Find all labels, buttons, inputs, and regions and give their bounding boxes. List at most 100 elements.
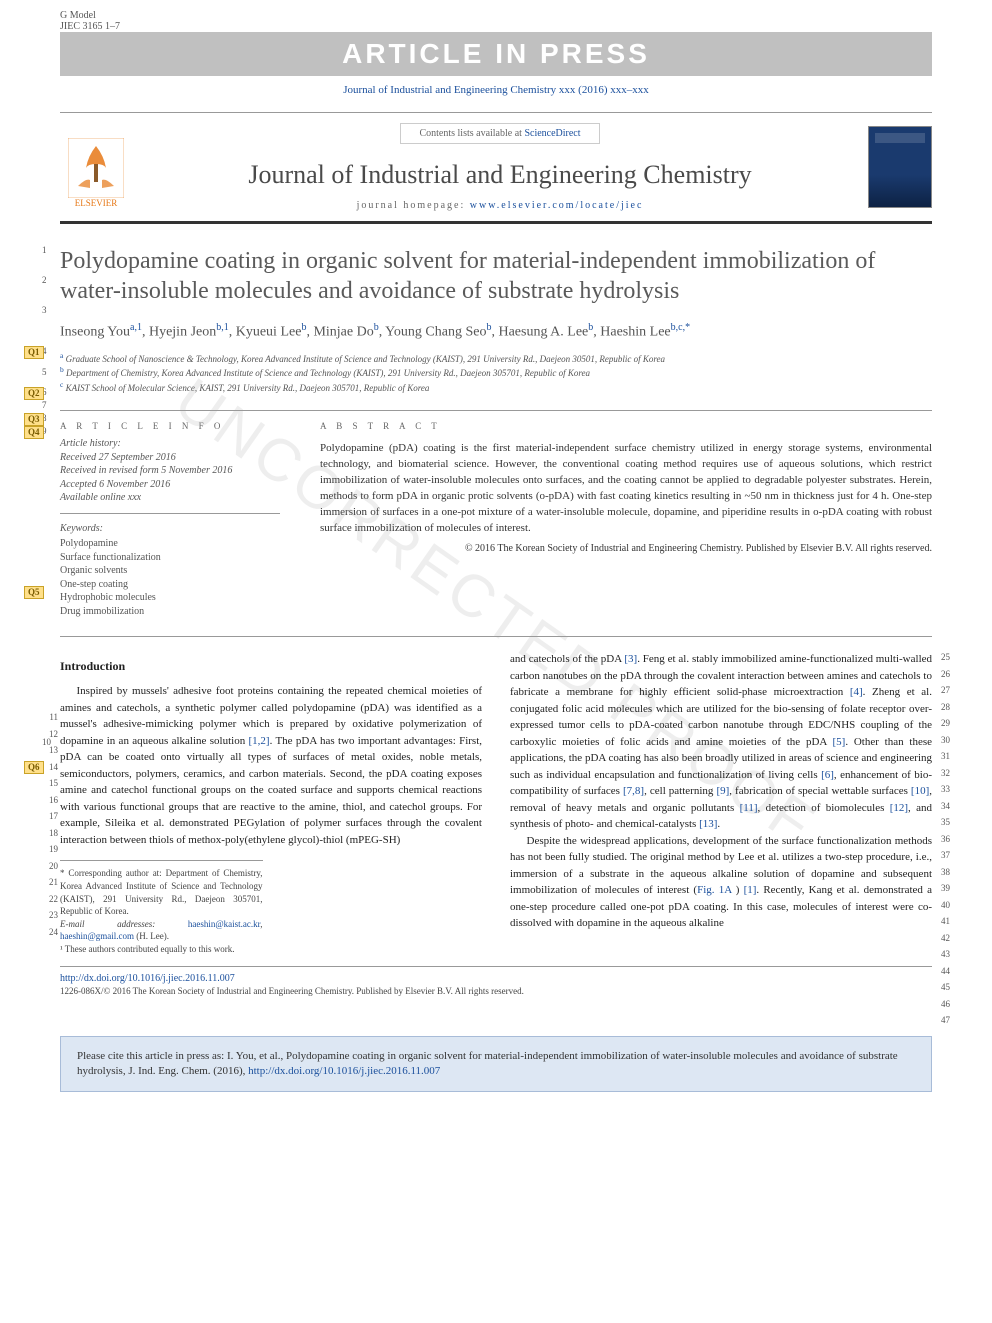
journal-reference-line: Journal of Industrial and Engineering Ch… (0, 76, 992, 104)
query-badge-q2[interactable]: Q2 (24, 387, 44, 400)
keywords-block: Keywords: Polydopamine Surface functiona… (60, 522, 280, 619)
line-number: 44 (934, 965, 950, 979)
line-number: 7 (42, 401, 47, 410)
keyword: Surface functionalization (60, 551, 280, 565)
corresponding-author-note: * Corresponding author at: Department of… (60, 867, 263, 917)
affiliation-b-text: Department of Chemistry, Korea Advanced … (66, 368, 590, 378)
line-number: 45 (934, 981, 950, 995)
line-number: 11 (42, 711, 58, 725)
doi-link[interactable]: http://dx.doi.org/10.1016/j.jiec.2016.11… (60, 973, 235, 984)
footnotes: * Corresponding author at: Department of… (60, 860, 263, 955)
line-number: 42 (934, 932, 950, 946)
line-number: 23 (42, 909, 58, 923)
journal-title: Journal of Industrial and Engineering Ch… (146, 160, 854, 190)
received-date: Received 27 September 2016 (60, 451, 280, 465)
line-number: 28 (934, 701, 950, 715)
sciencedirect-link[interactable]: ScienceDirect (524, 128, 580, 139)
keywords-heading: Keywords: (60, 522, 280, 536)
header-top: G Model JIEC 3165 1–7 (0, 0, 992, 32)
affiliation-b: b Department of Chemistry, Korea Advance… (60, 365, 932, 380)
homepage-link[interactable]: www.elsevier.com/locate/jiec (470, 200, 644, 211)
elsevier-logo: ELSEVIER (60, 126, 132, 208)
author-list: Inseong Youa,1, Hyejin Jeonb,1, Kyueui L… (60, 320, 932, 343)
masthead-center: Contents lists available at ScienceDirec… (146, 123, 854, 211)
article-history: Article history: Received 27 September 2… (60, 437, 280, 514)
abstract-text: Polydopamine (pDA) coating is the first … (320, 441, 932, 537)
keyword: Drug immobilization (60, 605, 280, 619)
line-number: 36 (934, 833, 950, 847)
article-info: A R T I C L E I N F O Article history: R… (60, 421, 280, 618)
cite-text: Please cite this article in press as: I.… (77, 1050, 898, 1077)
line-number: 21 (42, 876, 58, 890)
line-number: 15 (42, 777, 58, 791)
line-number: 33 (934, 783, 950, 797)
line-number: 32 (934, 767, 950, 781)
elsevier-tree-icon (68, 138, 124, 198)
history-heading: Article history: (60, 437, 280, 451)
homepage-line: journal homepage: www.elsevier.com/locat… (146, 200, 854, 211)
line-number: 1 (42, 246, 47, 255)
article-info-heading: A R T I C L E I N F O (60, 421, 280, 431)
homepage-prefix: journal homepage: (357, 200, 470, 211)
query-badge-q5[interactable]: Q5 (24, 586, 44, 599)
keyword: Organic solvents (60, 564, 280, 578)
line-number: 31 (934, 750, 950, 764)
left-column: Introduction 111213141516171819202122232… (60, 651, 482, 955)
keyword: Polydopamine (60, 537, 280, 551)
journal-cover-thumbnail (868, 126, 932, 208)
email-suffix: (H. Lee). (134, 931, 169, 941)
line-number: 19 (42, 843, 58, 857)
intro-paragraph-2: and catechols of the pDA [3]. Feng et al… (510, 651, 932, 833)
g-model-label: G Model (60, 10, 120, 21)
accepted-date: Accepted 6 November 2016 (60, 478, 280, 492)
affiliation-a-text: Graduate School of Nanoscience & Technol… (66, 354, 665, 364)
issn-copyright-line: 1226-086X/© 2016 The Korean Society of I… (0, 986, 992, 1006)
email-label: E-mail addresses: (60, 919, 188, 929)
cite-doi-link[interactable]: http://dx.doi.org/10.1016/j.jiec.2016.11… (248, 1065, 440, 1077)
email-line: E-mail addresses: haeshin@kaist.ac.kr, h… (60, 918, 263, 943)
online-date: Available online xxx (60, 491, 280, 505)
line-number: 17 (42, 810, 58, 824)
divider (60, 636, 932, 637)
line-number: 26 (934, 668, 950, 682)
email-link-2[interactable]: haeshin@gmail.com (60, 931, 134, 941)
affiliation-a: a Graduate School of Nanoscience & Techn… (60, 351, 932, 366)
query-badge-q3[interactable]: Q3 (24, 413, 44, 426)
line-number: 47 (934, 1014, 950, 1028)
contents-lists-line: Contents lists available at ScienceDirec… (400, 123, 599, 144)
line-number: 27 (934, 684, 950, 698)
line-number: 18 (42, 827, 58, 841)
line-number: 25 (934, 651, 950, 665)
intro-paragraph-3: Despite the widespread applications, dev… (510, 833, 932, 932)
line-number: 39 (934, 882, 950, 896)
line-number: 22 (42, 893, 58, 907)
doi-line: http://dx.doi.org/10.1016/j.jiec.2016.11… (0, 967, 992, 986)
body-columns: Introduction 111213141516171819202122232… (60, 651, 932, 955)
right-column: 2526272829303132333435363738394041424344… (510, 651, 932, 955)
keyword: One-step coating (60, 578, 280, 592)
query-badge-q1[interactable]: Q1 (24, 346, 44, 359)
line-number: 3 (42, 306, 47, 315)
affiliations: a Graduate School of Nanoscience & Techn… (60, 351, 932, 395)
elsevier-label: ELSEVIER (75, 198, 118, 208)
query-badge-q6[interactable]: Q6 (24, 761, 44, 774)
line-number: 20 (42, 860, 58, 874)
equal-contribution-note: ¹ These authors contributed equally to t… (60, 943, 263, 956)
line-number: 46 (934, 998, 950, 1012)
revised-date: Received in revised form 5 November 2016 (60, 464, 280, 478)
article-body: UNCORRECTED PROOF 1 2 3 4 Q1 5 6 Q2 7 8 … (0, 228, 992, 966)
line-number: 40 (934, 899, 950, 913)
line-number: 29 (934, 717, 950, 731)
query-badge-q4[interactable]: Q4 (24, 426, 44, 439)
line-number: 16 (42, 794, 58, 808)
page: G Model JIEC 3165 1–7 ARTICLE IN PRESS J… (0, 0, 992, 1323)
line-number: 5 (42, 368, 47, 377)
affiliation-c: c KAIST School of Molecular Science, KAI… (60, 380, 932, 395)
keyword: Hydrophobic molecules (60, 591, 280, 605)
jiec-code: JIEC 3165 1–7 (60, 21, 120, 32)
email-link-1[interactable]: haeshin@kaist.ac.kr (188, 919, 260, 929)
article-title: Polydopamine coating in organic solvent … (60, 246, 932, 306)
abstract-heading: A B S T R A C T (320, 421, 932, 431)
line-number: 13 (42, 744, 58, 758)
line-number: 14 (42, 761, 58, 775)
